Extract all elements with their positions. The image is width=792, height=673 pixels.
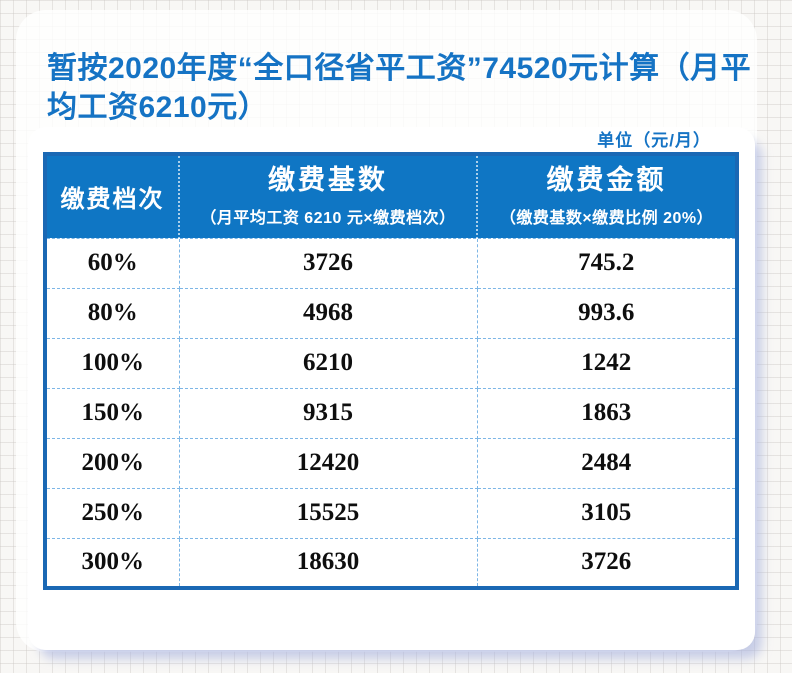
table-cell-tier: 200%: [44, 437, 180, 489]
table-cell-amount: 745.2: [476, 237, 738, 289]
table-row: 150% 9315 1863: [44, 387, 738, 439]
unit-label: 单位（元/月）: [597, 131, 711, 150]
table-row: 300% 18630 3726: [44, 537, 738, 589]
table-row: 100% 6210 1242: [44, 337, 738, 389]
table-cell-amount: 993.6: [476, 287, 738, 339]
column-header-base: 缴费基数 （月平均工资 6210 元×缴费档次）: [178, 154, 477, 238]
column-header-base-sublabel: （月平均工资 6210 元×缴费档次）: [200, 210, 456, 228]
table-cell-base: 18630: [178, 537, 478, 589]
table-cell-base: 4968: [178, 287, 478, 339]
table-cell-tier: 250%: [44, 487, 180, 539]
table-cell-base: 9315: [178, 387, 478, 439]
column-header-amount-sublabel: （缴费基数×缴费比例 20%）: [499, 210, 714, 228]
table-cell-tier: 100%: [44, 337, 180, 389]
table-cell-tier: 150%: [44, 387, 180, 439]
table-cell-base: 12420: [178, 437, 478, 489]
column-header-base-label: 缴费基数: [268, 165, 388, 196]
table-cell-amount: 2484: [476, 437, 738, 489]
table-row: 60% 3726 745.2: [44, 237, 738, 289]
column-header-tier: 缴费档次: [45, 154, 179, 238]
contribution-table: 缴费档次 缴费基数 （月平均工资 6210 元×缴费档次） 缴费金额 （缴费基数…: [43, 152, 739, 590]
table-header-row: 缴费档次 缴费基数 （月平均工资 6210 元×缴费档次） 缴费金额 （缴费基数…: [45, 154, 737, 238]
table-cell-amount: 3105: [476, 487, 738, 539]
table-cell-tier: 300%: [44, 537, 180, 589]
table-cell-base: 3726: [178, 237, 478, 289]
column-header-amount-label: 缴费金额: [546, 165, 667, 196]
table-row: 80% 4968 993.6: [44, 287, 738, 339]
table-cell-amount: 1242: [476, 337, 738, 389]
table-cell-amount: 3726: [476, 537, 738, 589]
table-cell-base: 15525: [178, 487, 478, 539]
table-cell-amount: 1863: [476, 387, 738, 439]
table-cell-tier: 80%: [44, 287, 180, 339]
table-row: 250% 15525 3105: [44, 487, 738, 539]
table-cell-tier: 60%: [44, 237, 180, 289]
table-cell-base: 6210: [178, 337, 478, 389]
page-title: 暂按2020年度“全口径省平工资”74520元计算（月平均工资6210元）: [47, 52, 752, 124]
table-row: 200% 12420 2484: [44, 437, 738, 489]
column-header-tier-label: 缴费档次: [60, 186, 165, 214]
column-header-amount: 缴费金额 （缴费基数×缴费比例 20%）: [476, 154, 737, 238]
